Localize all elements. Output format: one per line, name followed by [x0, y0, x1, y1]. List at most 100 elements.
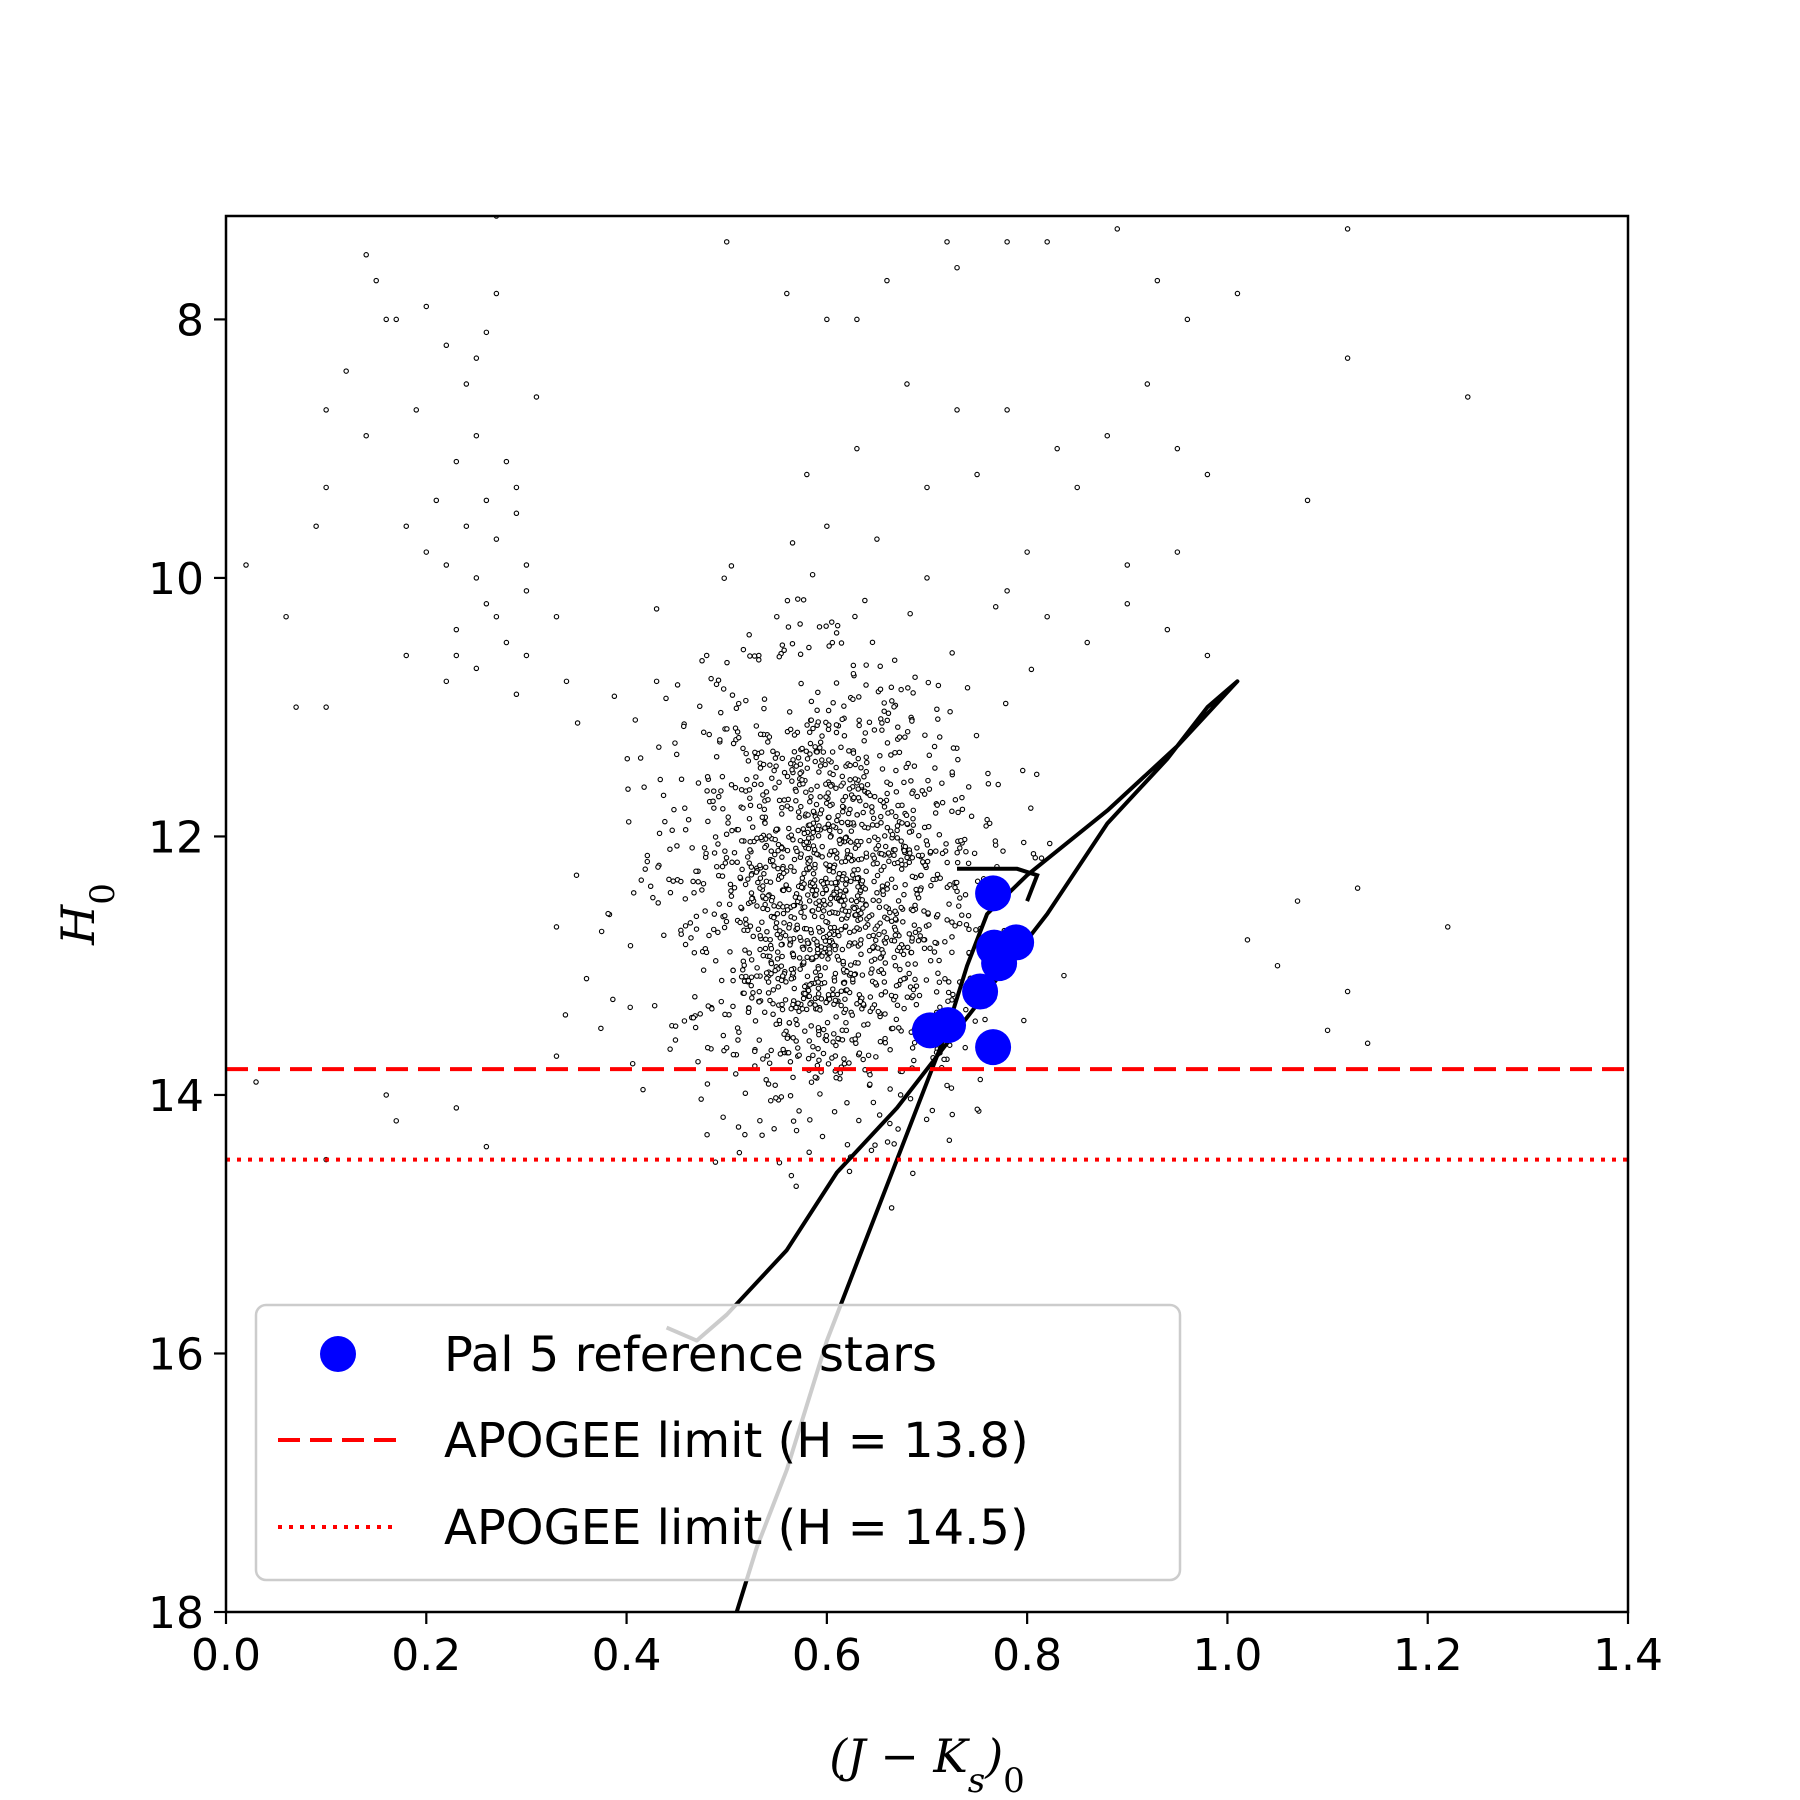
field-star-point	[724, 659, 730, 666]
field-star-point	[892, 847, 898, 853]
field-star-point	[690, 1015, 697, 1021]
field-star-point	[838, 744, 844, 751]
field-star-point	[963, 1006, 969, 1013]
field-star-point	[767, 997, 773, 1004]
field-star-point	[921, 945, 928, 952]
field-star-point	[704, 1131, 710, 1138]
field-star-point	[769, 857, 776, 864]
field-star-point	[453, 1105, 460, 1111]
field-star-point	[553, 613, 560, 620]
field-star-point	[682, 923, 689, 929]
field-star-point	[722, 848, 728, 854]
field-star-point	[632, 717, 639, 723]
field-star-point	[746, 950, 753, 956]
field-star-point	[761, 806, 768, 813]
field-star-point	[722, 860, 729, 866]
field-star-point	[685, 816, 692, 823]
field-star-point	[957, 845, 963, 851]
field-star-point	[904, 820, 910, 827]
field-star-point	[766, 734, 773, 740]
field-star-point	[842, 908, 849, 914]
field-star-point	[823, 886, 830, 893]
field-star-point	[770, 987, 777, 993]
field-star-point	[1164, 626, 1171, 633]
field-star-point	[863, 802, 869, 809]
y-tick-label: 12	[148, 812, 204, 863]
field-star-point	[777, 901, 783, 907]
field-star-point	[644, 858, 651, 865]
field-star-point	[946, 901, 952, 907]
field-star-point	[910, 822, 917, 828]
field-star-point	[662, 818, 668, 825]
field-star-point	[745, 978, 752, 984]
field-star-point	[863, 868, 869, 875]
field-star-point	[711, 805, 717, 811]
field-star-point	[780, 870, 787, 877]
field-star-point	[473, 575, 480, 581]
field-star-point	[815, 924, 822, 931]
apogee-limit-lines	[226, 1067, 1628, 1162]
field-star-point	[736, 1149, 743, 1156]
field-star-point	[846, 1168, 853, 1175]
field-star-point	[859, 821, 865, 828]
field-star-point	[888, 1205, 895, 1211]
field-star-point	[910, 815, 916, 822]
field-star-point	[942, 939, 948, 945]
field-star-point	[803, 789, 809, 795]
field-star-point	[747, 847, 753, 853]
field-star-point	[820, 1026, 827, 1033]
field-star-point	[772, 755, 779, 761]
field-star-point	[839, 808, 846, 815]
field-star-point	[825, 821, 832, 828]
field-star-point	[838, 916, 845, 923]
field-star-point	[842, 835, 849, 841]
field-star-point	[856, 717, 862, 724]
field-star-point	[817, 745, 823, 751]
field-star-point	[825, 992, 832, 998]
field-star-point	[722, 913, 728, 919]
field-star-point	[912, 929, 919, 936]
field-star-point	[899, 820, 905, 826]
field-star-point	[725, 820, 731, 826]
field-star-point	[483, 329, 490, 336]
field-star-point	[795, 827, 801, 834]
field-star-point	[795, 1045, 801, 1051]
field-star-point	[829, 639, 836, 646]
field-star-point	[828, 783, 834, 789]
field-star-point	[857, 941, 864, 947]
field-star-point	[1004, 588, 1010, 594]
field-star-point	[730, 977, 736, 984]
field-star-point	[892, 916, 899, 922]
field-star-point	[867, 792, 873, 799]
field-star-point	[789, 640, 796, 647]
field-star-point	[669, 827, 675, 834]
field-star-point	[680, 723, 687, 730]
field-star-point	[767, 936, 773, 943]
field-star-point	[925, 777, 931, 784]
field-star-point	[756, 1037, 763, 1043]
field-star-point	[854, 925, 860, 931]
field-star-point	[841, 1056, 847, 1062]
field-star-point	[924, 484, 930, 491]
field-star-point	[773, 924, 779, 931]
field-star-point	[852, 845, 859, 851]
field-star-point	[821, 980, 828, 986]
field-star-point	[812, 758, 818, 765]
field-star-point	[742, 1090, 749, 1097]
field-star-point	[820, 881, 827, 887]
field-star-point	[854, 316, 860, 323]
field-star-point	[672, 1037, 679, 1043]
field-star-point	[827, 901, 833, 907]
field-star-point	[738, 904, 744, 911]
field-star-point	[738, 838, 745, 844]
field-star-point	[815, 966, 822, 972]
field-star-point	[1244, 937, 1251, 943]
field-star-point	[820, 908, 827, 914]
field-star-point	[745, 758, 752, 764]
field-star-point	[874, 536, 880, 542]
field-star-point	[805, 987, 812, 994]
field-star-point	[766, 1060, 773, 1066]
field-star-point	[768, 945, 775, 952]
field-star-point	[788, 863, 794, 870]
field-star-point	[754, 973, 760, 979]
